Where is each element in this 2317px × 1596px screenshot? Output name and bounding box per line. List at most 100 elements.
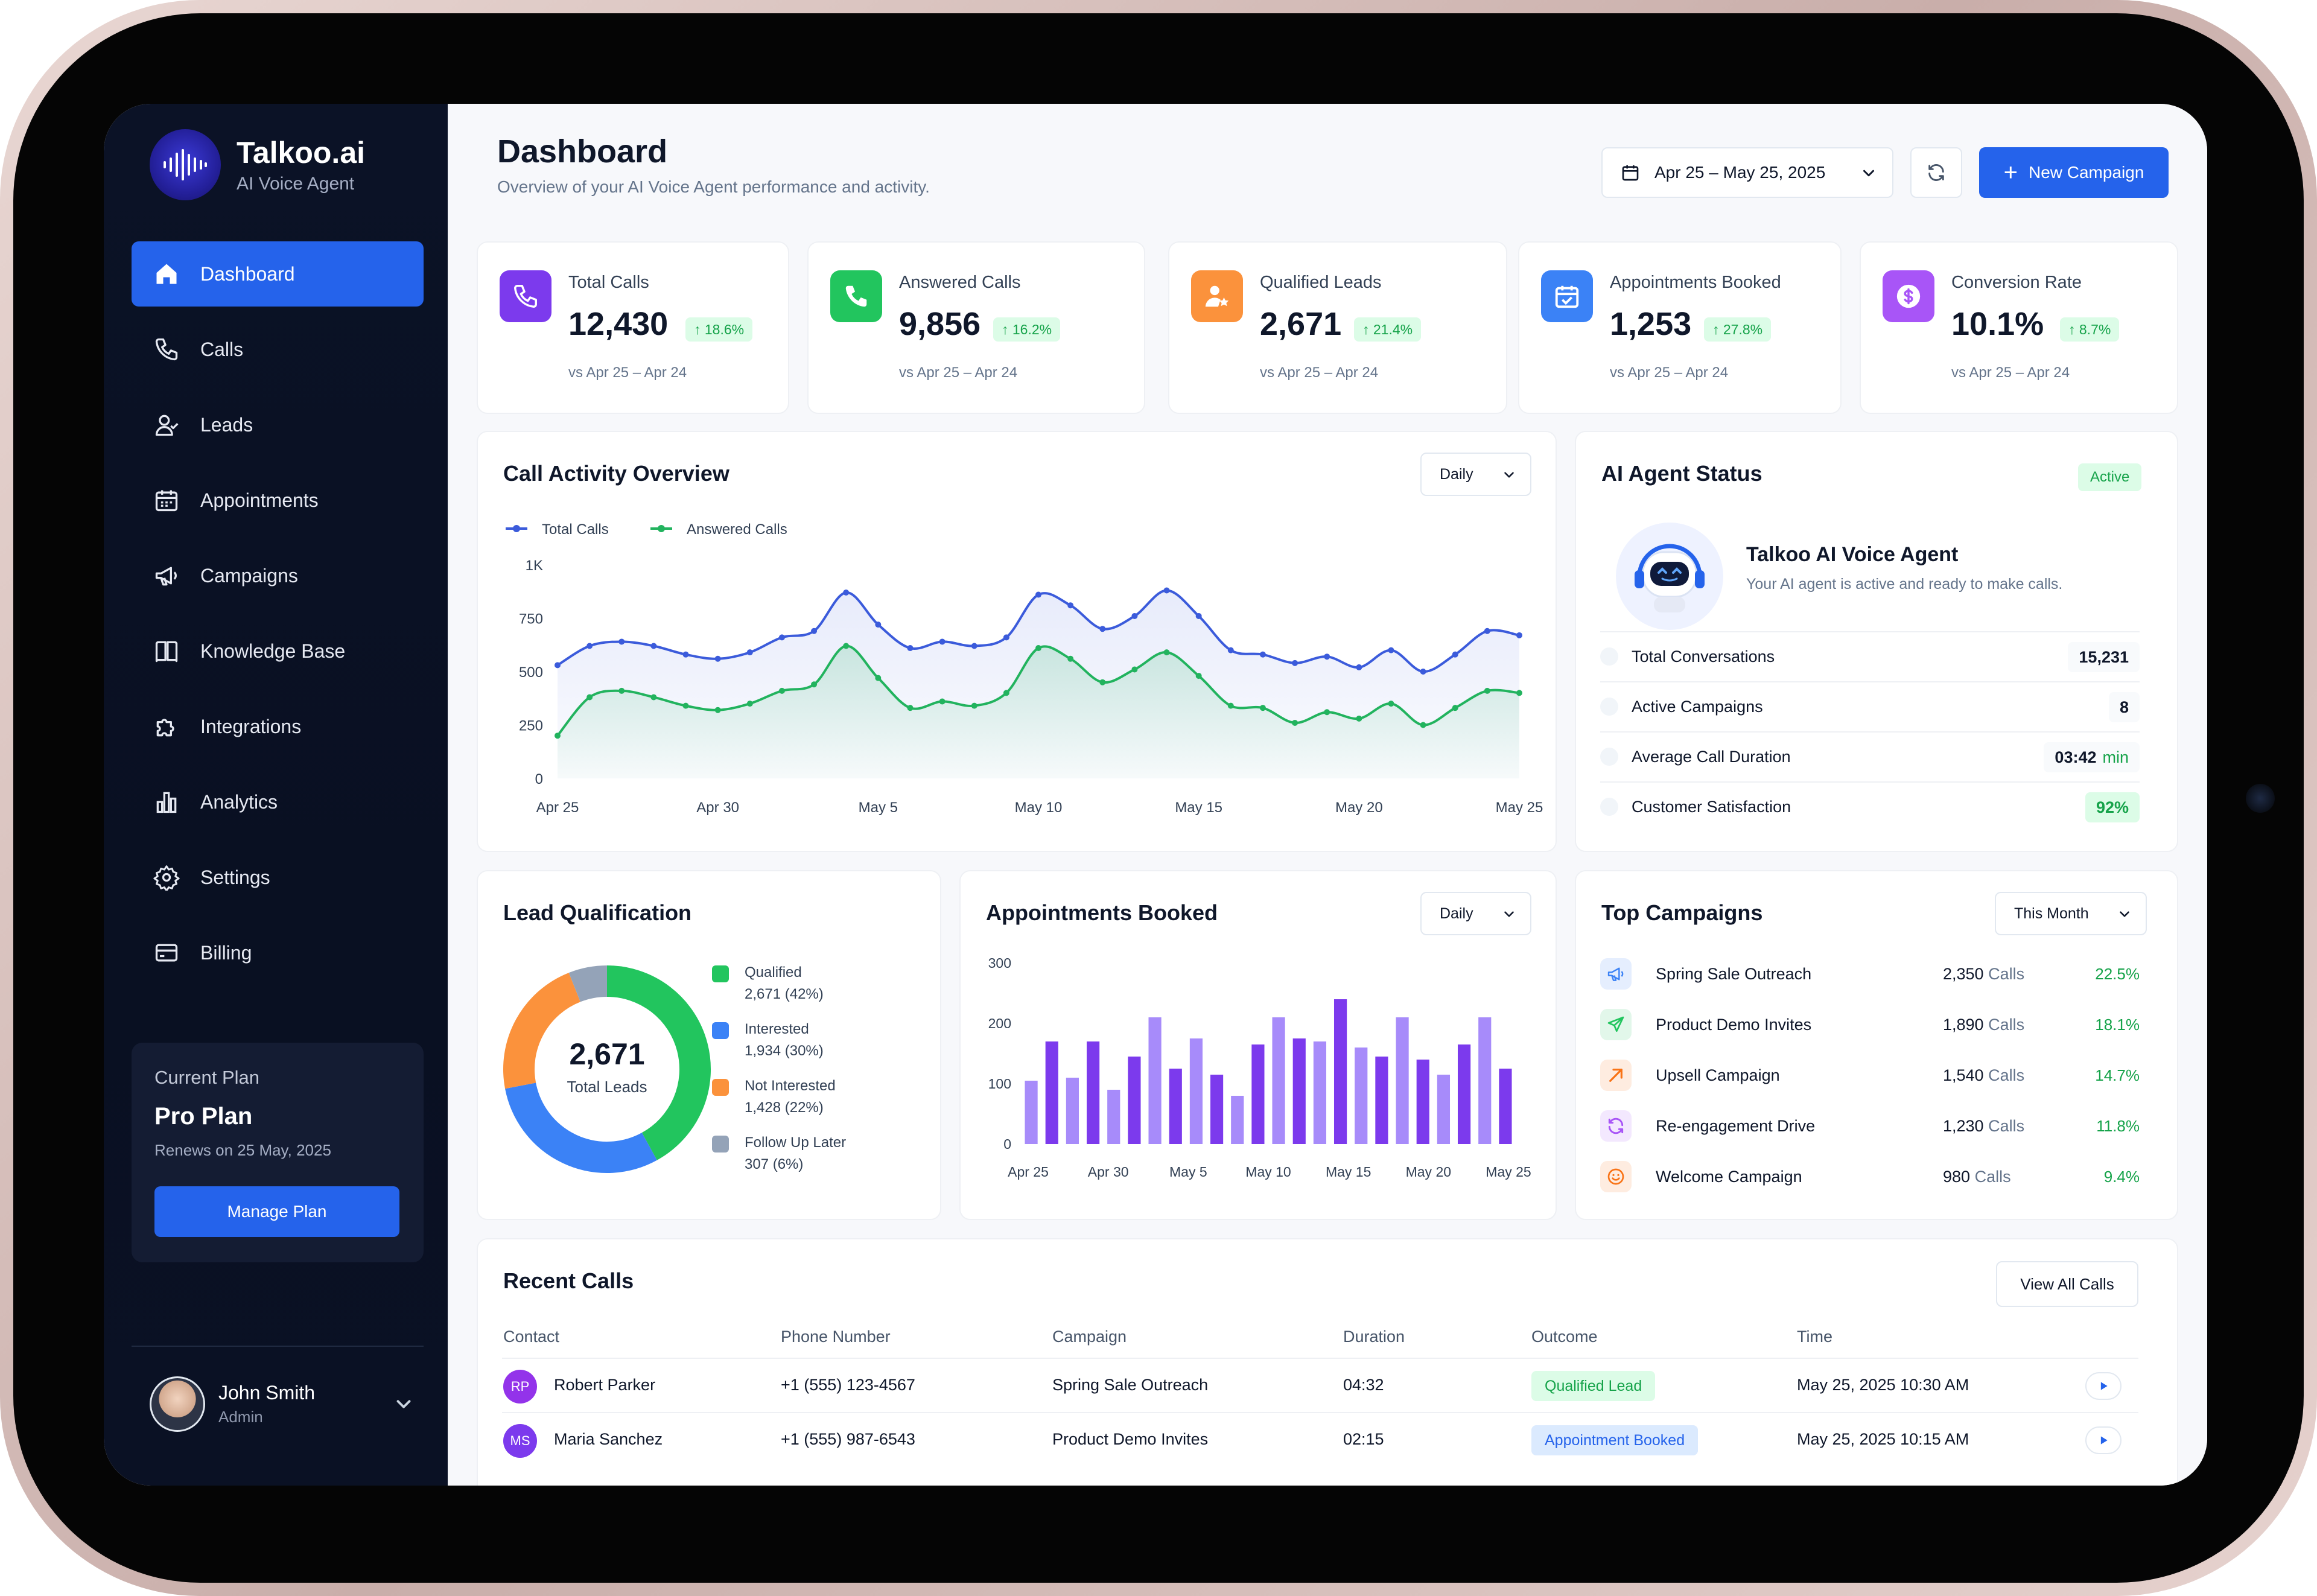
appointment-bar[interactable] <box>1251 1044 1265 1144</box>
data-point[interactable] <box>1356 664 1362 670</box>
data-point[interactable] <box>746 701 753 707</box>
sidebar-item-settings[interactable]: Settings <box>132 845 424 910</box>
data-point[interactable] <box>746 649 753 656</box>
appointment-bar[interactable] <box>1313 1041 1327 1144</box>
data-point[interactable] <box>1484 687 1490 694</box>
data-point[interactable] <box>875 622 882 628</box>
table-header-campaign[interactable]: Campaign <box>1052 1327 1127 1346</box>
appointment-bar[interactable] <box>1169 1069 1182 1144</box>
data-point[interactable] <box>1516 690 1522 696</box>
data-point[interactable] <box>1131 666 1138 673</box>
data-point[interactable] <box>811 628 818 634</box>
sidebar-item-dashboard[interactable]: Dashboard <box>132 241 424 307</box>
data-point[interactable] <box>1292 660 1298 666</box>
data-point[interactable] <box>1099 679 1106 685</box>
data-point[interactable] <box>1324 709 1330 716</box>
data-point[interactable] <box>1163 649 1170 656</box>
view-all-calls-button[interactable]: View All Calls <box>1996 1261 2138 1307</box>
appointment-bar[interactable] <box>1396 1017 1409 1144</box>
data-point[interactable] <box>939 698 946 705</box>
appointment-bar[interactable] <box>1478 1017 1492 1144</box>
donut-slice-follow-up-later[interactable] <box>568 965 608 1002</box>
table-header-time[interactable]: Time <box>1797 1327 1832 1346</box>
data-point[interactable] <box>1452 705 1458 711</box>
brand[interactable]: Talkoo.ai AI Voice Agent <box>150 129 365 200</box>
data-point[interactable] <box>811 681 818 688</box>
data-point[interactable] <box>1035 645 1041 652</box>
sidebar-item-calls[interactable]: Calls <box>132 317 424 382</box>
sidebar-item-integrations[interactable]: Integrations <box>132 694 424 759</box>
sidebar-item-billing[interactable]: Billing <box>132 920 424 985</box>
data-point[interactable] <box>1259 651 1266 658</box>
data-point[interactable] <box>778 634 785 641</box>
data-point[interactable] <box>1131 612 1138 619</box>
data-point[interactable] <box>843 643 850 649</box>
date-range-picker[interactable]: Apr 25 – May 25, 2025 <box>1601 147 1893 198</box>
manage-plan-button[interactable]: Manage Plan <box>154 1186 399 1237</box>
appointment-bar[interactable] <box>1189 1038 1203 1144</box>
refresh-button[interactable] <box>1910 147 1962 198</box>
data-point[interactable] <box>682 651 689 658</box>
data-point[interactable] <box>1324 653 1330 660</box>
appointment-bar[interactable] <box>1499 1069 1512 1144</box>
data-point[interactable] <box>1003 690 1009 696</box>
data-point[interactable] <box>939 638 946 645</box>
campaign-row[interactable]: Product Demo Invites 1,890 Calls 18.1% <box>1600 999 2140 1050</box>
campaign-row[interactable]: Upsell Campaign 1,540 Calls 14.7% <box>1600 1050 2140 1101</box>
appointment-bar[interactable] <box>1292 1038 1306 1144</box>
table-header-outcome[interactable]: Outcome <box>1531 1327 1598 1346</box>
campaign-row[interactable]: Re-engagement Drive 1,230 Calls 11.8% <box>1600 1101 2140 1151</box>
data-point[interactable] <box>1195 612 1202 619</box>
appointment-bar[interactable] <box>1457 1044 1471 1144</box>
data-point[interactable] <box>971 702 977 709</box>
data-point[interactable] <box>714 655 721 662</box>
campaign-row[interactable]: Welcome Campaign 980 Calls 9.4% <box>1600 1151 2140 1202</box>
appointment-bar[interactable] <box>1231 1096 1244 1144</box>
data-point[interactable] <box>682 702 689 709</box>
data-point[interactable] <box>907 705 914 711</box>
data-point[interactable] <box>1099 626 1106 632</box>
data-point[interactable] <box>1292 719 1298 726</box>
appointments-period-select[interactable]: Daily <box>1420 892 1531 935</box>
data-point[interactable] <box>1259 705 1266 711</box>
data-point[interactable] <box>1388 701 1394 707</box>
data-point[interactable] <box>555 662 561 669</box>
play-recording-button[interactable] <box>2085 1426 2122 1454</box>
donut-slice-interested[interactable] <box>505 1082 657 1173</box>
appointment-bar[interactable] <box>1272 1017 1285 1144</box>
data-point[interactable] <box>971 643 977 649</box>
play-recording-button[interactable] <box>2085 1372 2122 1400</box>
donut-slice-not-interested[interactable] <box>503 973 581 1089</box>
data-point[interactable] <box>1067 655 1074 662</box>
appointment-bar[interactable] <box>1148 1017 1162 1144</box>
data-point[interactable] <box>586 643 593 649</box>
sidebar-item-knowledge-base[interactable]: Knowledge Base <box>132 618 424 684</box>
data-point[interactable] <box>714 707 721 713</box>
new-campaign-button[interactable]: + New Campaign <box>1979 147 2169 198</box>
appointment-bar[interactable] <box>1045 1041 1058 1144</box>
appointment-bar[interactable] <box>1355 1048 1368 1144</box>
data-point[interactable] <box>1420 722 1426 728</box>
top-campaigns-period-select[interactable]: This Month <box>1995 892 2147 935</box>
data-point[interactable] <box>875 675 882 681</box>
appointment-bar[interactable] <box>1416 1060 1429 1144</box>
data-point[interactable] <box>1163 587 1170 594</box>
data-point[interactable] <box>650 643 657 649</box>
data-point[interactable] <box>1035 591 1041 598</box>
data-point[interactable] <box>618 638 625 645</box>
data-point[interactable] <box>1388 647 1394 653</box>
data-point[interactable] <box>1227 702 1234 709</box>
appointment-bar[interactable] <box>1128 1057 1141 1144</box>
data-point[interactable] <box>618 687 625 694</box>
user-menu[interactable]: John Smith Admin <box>150 1371 415 1437</box>
sidebar-item-leads[interactable]: Leads <box>132 392 424 457</box>
data-point[interactable] <box>1356 715 1362 722</box>
appointment-bar[interactable] <box>1437 1075 1451 1144</box>
data-point[interactable] <box>1420 669 1426 675</box>
data-point[interactable] <box>1195 673 1202 679</box>
appointment-bar[interactable] <box>1375 1057 1388 1144</box>
data-point[interactable] <box>778 687 785 694</box>
sidebar-item-analytics[interactable]: Analytics <box>132 769 424 835</box>
table-row[interactable]: RP Robert Parker +1 (555) 123-4567 Spring S… <box>502 1358 2138 1412</box>
table-header-phone-number[interactable]: Phone Number <box>781 1327 891 1346</box>
